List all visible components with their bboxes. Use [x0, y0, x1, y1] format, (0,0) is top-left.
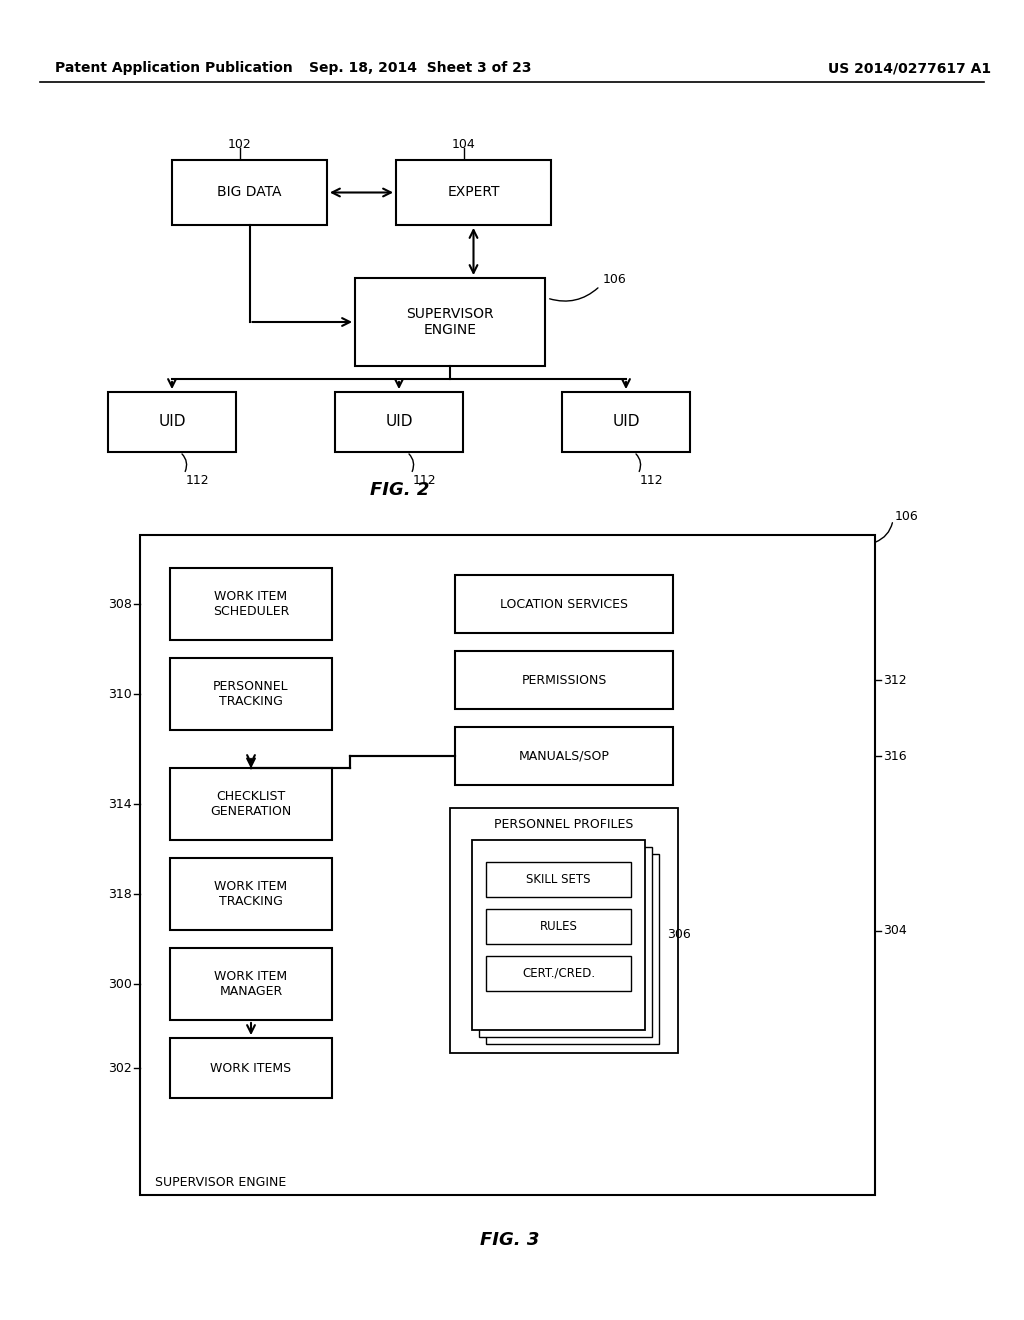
- Bar: [355, 279, 545, 366]
- Bar: [455, 576, 673, 634]
- Text: 304: 304: [883, 924, 906, 937]
- Bar: [455, 651, 673, 709]
- Text: 302: 302: [109, 1061, 132, 1074]
- Text: 306: 306: [667, 928, 691, 941]
- Bar: [562, 392, 690, 451]
- Text: LOCATION SERVICES: LOCATION SERVICES: [500, 598, 628, 610]
- Bar: [396, 160, 551, 224]
- Bar: [170, 657, 332, 730]
- Text: UID: UID: [159, 414, 185, 429]
- Text: 106: 106: [603, 273, 627, 286]
- FancyArrowPatch shape: [182, 454, 186, 471]
- Bar: [455, 727, 673, 785]
- Text: MANUALS/SOP: MANUALS/SOP: [518, 750, 609, 763]
- Text: CHECKLIST
GENERATION: CHECKLIST GENERATION: [210, 789, 292, 818]
- Text: BIG DATA: BIG DATA: [217, 186, 282, 199]
- Bar: [170, 858, 332, 931]
- Text: UID: UID: [385, 414, 413, 429]
- Text: 106: 106: [895, 511, 919, 524]
- FancyArrowPatch shape: [876, 523, 893, 543]
- Bar: [335, 392, 463, 451]
- FancyArrowPatch shape: [409, 454, 414, 471]
- Bar: [472, 840, 645, 1030]
- Bar: [170, 948, 332, 1020]
- Text: 312: 312: [883, 673, 906, 686]
- Bar: [140, 535, 874, 1195]
- FancyArrowPatch shape: [550, 288, 598, 301]
- FancyArrowPatch shape: [636, 454, 641, 471]
- Text: 104: 104: [452, 139, 475, 152]
- Text: 112: 112: [186, 474, 210, 487]
- Bar: [108, 392, 236, 451]
- Text: 314: 314: [109, 797, 132, 810]
- Text: Sep. 18, 2014  Sheet 3 of 23: Sep. 18, 2014 Sheet 3 of 23: [309, 61, 531, 75]
- Bar: [486, 862, 631, 898]
- Text: FIG. 3: FIG. 3: [480, 1232, 540, 1249]
- Text: CERT./CRED.: CERT./CRED.: [522, 968, 595, 979]
- Text: PERSONNEL PROFILES: PERSONNEL PROFILES: [495, 817, 634, 830]
- Bar: [486, 909, 631, 944]
- Bar: [450, 808, 678, 1053]
- Bar: [172, 160, 327, 224]
- Text: 300: 300: [109, 978, 132, 990]
- Text: PERMISSIONS: PERMISSIONS: [521, 673, 606, 686]
- Text: WORK ITEMS: WORK ITEMS: [211, 1061, 292, 1074]
- Bar: [170, 768, 332, 840]
- Text: 318: 318: [109, 887, 132, 900]
- Text: WORK ITEM
TRACKING: WORK ITEM TRACKING: [214, 880, 288, 908]
- Text: FIG. 2: FIG. 2: [371, 480, 430, 499]
- Text: 308: 308: [109, 598, 132, 610]
- Text: PERSONNEL
TRACKING: PERSONNEL TRACKING: [213, 680, 289, 708]
- Text: Patent Application Publication: Patent Application Publication: [55, 61, 293, 75]
- Text: WORK ITEM
SCHEDULER: WORK ITEM SCHEDULER: [213, 590, 289, 618]
- Text: EXPERT: EXPERT: [447, 186, 500, 199]
- Bar: [486, 854, 659, 1044]
- Text: RULES: RULES: [540, 920, 578, 933]
- Bar: [479, 847, 652, 1038]
- Bar: [170, 1038, 332, 1098]
- Text: 102: 102: [227, 139, 251, 152]
- Text: 112: 112: [413, 474, 436, 487]
- Text: SKILL SETS: SKILL SETS: [526, 873, 591, 886]
- Text: SUPERVISOR
ENGINE: SUPERVISOR ENGINE: [407, 306, 494, 337]
- Bar: [170, 568, 332, 640]
- Text: UID: UID: [612, 414, 640, 429]
- Text: SUPERVISOR ENGINE: SUPERVISOR ENGINE: [155, 1176, 287, 1189]
- Text: 112: 112: [640, 474, 664, 487]
- Text: 310: 310: [109, 688, 132, 701]
- Text: US 2014/0277617 A1: US 2014/0277617 A1: [828, 61, 991, 75]
- Text: 316: 316: [883, 750, 906, 763]
- Bar: [486, 956, 631, 991]
- Text: WORK ITEM
MANAGER: WORK ITEM MANAGER: [214, 970, 288, 998]
